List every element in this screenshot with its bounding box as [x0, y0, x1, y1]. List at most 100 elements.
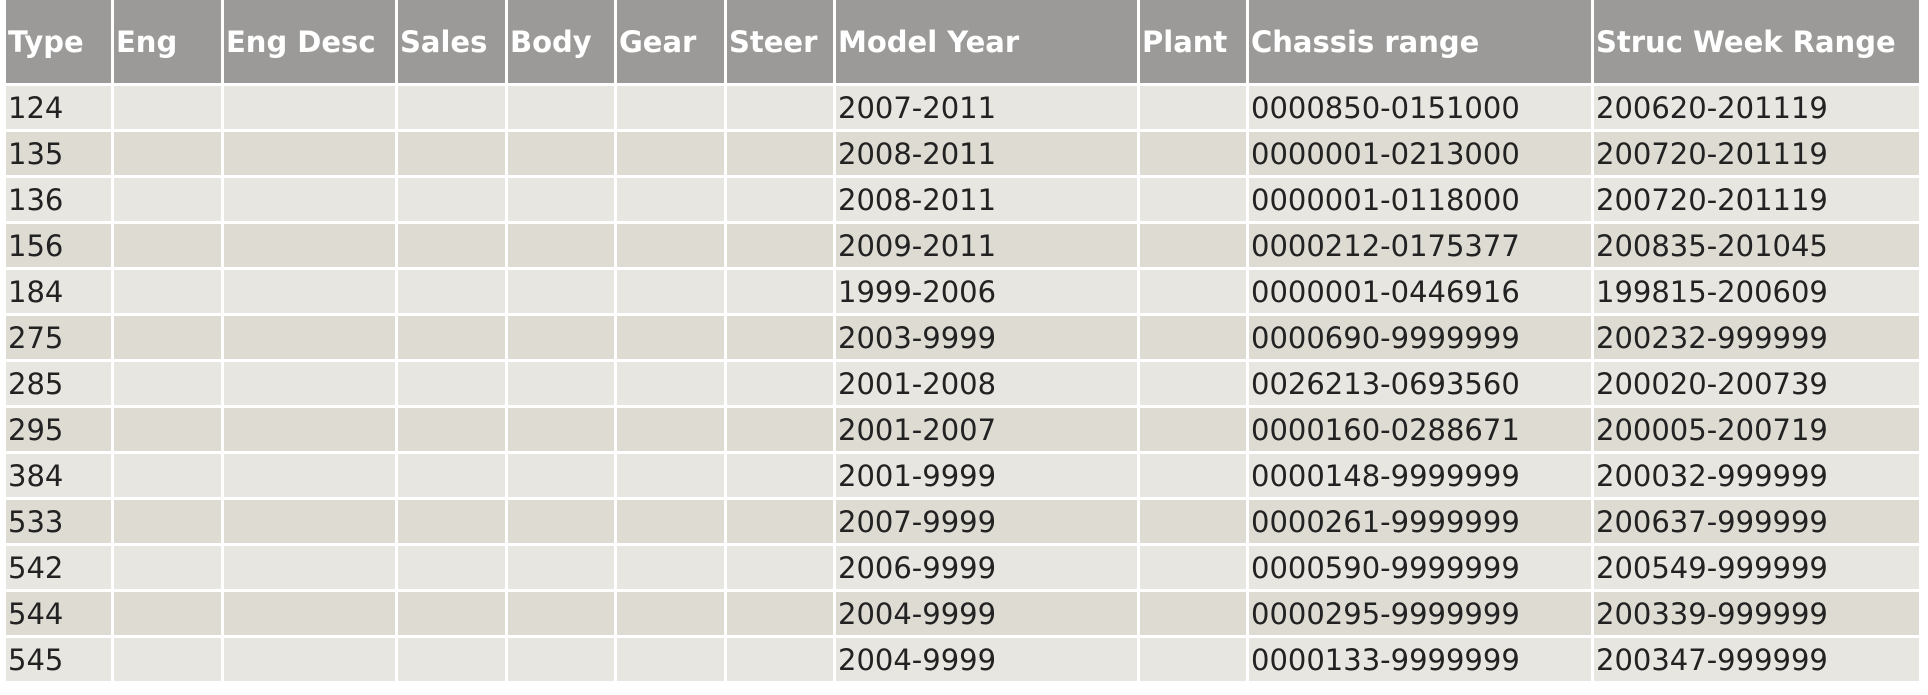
table-cell: 384 [6, 454, 114, 500]
empty-cell [727, 592, 836, 638]
empty-cell [1140, 500, 1249, 546]
empty-cell [617, 316, 727, 362]
empty-cell [727, 638, 836, 684]
column-header: Eng Desc [224, 0, 398, 86]
table-cell: 2007-2011 [836, 86, 1140, 132]
empty-cell [398, 454, 508, 500]
empty-cell [617, 270, 727, 316]
column-header: Struc Week Range [1594, 0, 1922, 86]
empty-cell [398, 592, 508, 638]
table-cell: 2001-9999 [836, 454, 1140, 500]
empty-cell [508, 178, 617, 224]
empty-cell [398, 546, 508, 592]
table-cell: 200720-201119 [1594, 178, 1922, 224]
table-cell: 0000295-9999999 [1249, 592, 1594, 638]
table-cell: 200339-999999 [1594, 592, 1922, 638]
empty-cell [224, 86, 398, 132]
empty-cell [727, 316, 836, 362]
table-cell: 0000148-9999999 [1249, 454, 1594, 500]
empty-cell [1140, 592, 1249, 638]
empty-cell [224, 500, 398, 546]
empty-cell [617, 546, 727, 592]
table-row: 124 2007-2011 0000850-0151000 200620-201119 [6, 86, 1922, 132]
table-cell: 295 [6, 408, 114, 454]
table-cell: 542 [6, 546, 114, 592]
table-cell: 533 [6, 500, 114, 546]
table-cell: 0000261-9999999 [1249, 500, 1594, 546]
table-cell: 136 [6, 178, 114, 224]
empty-cell [224, 178, 398, 224]
table-cell: 2004-9999 [836, 638, 1140, 684]
empty-cell [508, 638, 617, 684]
empty-cell [1140, 362, 1249, 408]
column-header: Model Year [836, 0, 1140, 86]
empty-cell [727, 408, 836, 454]
table-cell: 2003-9999 [836, 316, 1140, 362]
table-cell: 0000001-0446916 [1249, 270, 1594, 316]
empty-cell [114, 638, 224, 684]
empty-cell [508, 316, 617, 362]
empty-cell [114, 500, 224, 546]
empty-cell [114, 270, 224, 316]
table-cell: 200835-201045 [1594, 224, 1922, 270]
table-cell: 2001-2008 [836, 362, 1140, 408]
empty-cell [508, 546, 617, 592]
empty-cell [224, 408, 398, 454]
table-cell: 0000590-9999999 [1249, 546, 1594, 592]
column-header: Body [508, 0, 617, 86]
empty-cell [114, 546, 224, 592]
table-cell: 545 [6, 638, 114, 684]
table-cell: 199815-200609 [1594, 270, 1922, 316]
empty-cell [224, 224, 398, 270]
empty-cell [617, 362, 727, 408]
column-header: Plant [1140, 0, 1249, 86]
empty-cell [617, 638, 727, 684]
empty-cell [398, 362, 508, 408]
empty-cell [617, 592, 727, 638]
empty-cell [508, 86, 617, 132]
empty-cell [114, 132, 224, 178]
table-cell: 200020-200739 [1594, 362, 1922, 408]
table-cell: 2009-2011 [836, 224, 1140, 270]
table-row: 135 2008-2011 0000001-0213000 200720-201119 [6, 132, 1922, 178]
empty-cell [508, 592, 617, 638]
empty-cell [727, 454, 836, 500]
empty-cell [114, 86, 224, 132]
empty-cell [617, 408, 727, 454]
empty-cell [114, 224, 224, 270]
empty-cell [1140, 224, 1249, 270]
table-cell: 135 [6, 132, 114, 178]
empty-cell [398, 316, 508, 362]
empty-cell [727, 546, 836, 592]
table-row: 384 2001-9999 0000148-9999999 200032-999999 [6, 454, 1922, 500]
table-row: 542 2006-9999 0000590-9999999 200549-999999 [6, 546, 1922, 592]
table-cell: 544 [6, 592, 114, 638]
empty-cell [508, 500, 617, 546]
table-cell: 2008-2011 [836, 178, 1140, 224]
table-cell: 0026213-0693560 [1249, 362, 1594, 408]
table-cell: 0000133-9999999 [1249, 638, 1594, 684]
empty-cell [1140, 316, 1249, 362]
table-cell: 156 [6, 224, 114, 270]
empty-cell [508, 454, 617, 500]
empty-cell [617, 500, 727, 546]
table-row: 533 2007-9999 0000261-9999999 200637-999999 [6, 500, 1922, 546]
table-row: 544 2004-9999 0000295-9999999 200339-999999 [6, 592, 1922, 638]
empty-cell [114, 592, 224, 638]
column-header: Gear [617, 0, 727, 86]
empty-cell [1140, 178, 1249, 224]
table-row: 285 2001-2008 0026213-0693560 200020-200739 [6, 362, 1922, 408]
table-row: 184 1999-2006 0000001-0446916 199815-200609 [6, 270, 1922, 316]
empty-cell [398, 224, 508, 270]
table-cell: 2008-2011 [836, 132, 1140, 178]
empty-cell [398, 270, 508, 316]
empty-cell [508, 270, 617, 316]
table-cell: 200549-999999 [1594, 546, 1922, 592]
table-cell: 0000212-0175377 [1249, 224, 1594, 270]
empty-cell [727, 362, 836, 408]
empty-cell [727, 178, 836, 224]
table-cell: 2007-9999 [836, 500, 1140, 546]
empty-cell [398, 178, 508, 224]
empty-cell [508, 408, 617, 454]
